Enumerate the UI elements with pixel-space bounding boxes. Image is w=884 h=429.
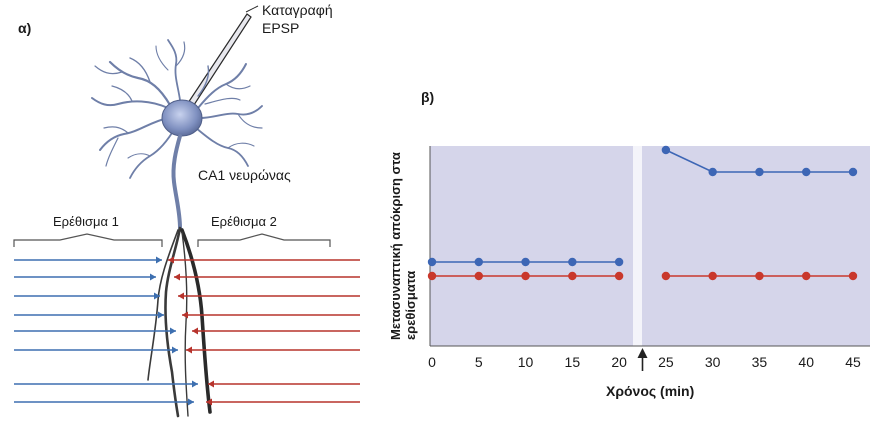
x-tick-label: 0 <box>428 354 436 370</box>
pathway1-synapse <box>150 273 156 281</box>
pathway1-synapse <box>192 380 198 388</box>
x-tick-label: 25 <box>658 354 674 370</box>
series-2-point <box>802 271 811 281</box>
y-axis-title-line1: Μετασυναπτική απόκριση στα <box>388 152 403 340</box>
neuron-label: CA1 νευρώνας <box>198 167 291 183</box>
series-2-point <box>568 271 577 281</box>
series-2-point <box>521 271 530 281</box>
stimulation-pathways <box>14 256 360 406</box>
series-1-point <box>568 257 577 267</box>
pathway2-synapse <box>182 311 188 319</box>
series-1-point <box>661 145 671 155</box>
pathway1-synapse <box>158 311 164 319</box>
pathway1-synapse <box>170 327 176 335</box>
pathway1-synapse <box>156 256 162 264</box>
pathway1-synapse <box>154 292 160 300</box>
series-layer <box>427 145 858 281</box>
dendrites <box>91 39 263 179</box>
pathway2-synapse <box>192 327 198 335</box>
pathway2-synapse <box>178 292 184 300</box>
x-tick-label: 5 <box>475 354 483 370</box>
series-1-point <box>848 167 858 177</box>
pathway2-synapse <box>206 398 212 406</box>
tick-layer: 0 5 10 15 20 25 30 35 40 45 <box>428 354 861 370</box>
series-2-point <box>848 271 858 281</box>
time-break-divider <box>633 146 642 346</box>
series-2-point <box>614 271 624 281</box>
x-tick-label: 30 <box>705 354 721 370</box>
series-1-point <box>474 257 483 267</box>
series-1-point <box>614 257 624 267</box>
pathway2-synapse <box>186 346 192 354</box>
x-tick-label: 45 <box>845 354 861 370</box>
x-tick-label: 10 <box>518 354 534 370</box>
series-2-point <box>474 271 483 281</box>
series-1-point <box>802 167 811 177</box>
series-1-point <box>521 257 530 267</box>
stimulation-arrow <box>637 348 648 371</box>
series-2-point <box>708 271 717 281</box>
plot-area <box>430 146 870 346</box>
pathway2-synapse <box>208 380 214 388</box>
series-2-point <box>661 271 671 281</box>
recording-label-line2: EPSP <box>262 20 300 36</box>
panel-a-label: α) <box>18 20 32 36</box>
panel-b-label: β) <box>421 89 435 105</box>
y-axis-title: Μετασυναπτική απόκριση στα ερεθίσματα <box>388 120 418 340</box>
x-tick-label: 20 <box>611 354 627 370</box>
pathway1-synapse <box>188 398 194 406</box>
y-axis-title-line2: ερεθίσματα <box>403 270 418 340</box>
recording-label-line1: Καταγραφή <box>262 2 333 18</box>
stimulus-brackets <box>13 233 331 247</box>
x-tick-label: 40 <box>798 354 814 370</box>
series-2-point <box>755 271 764 281</box>
pathway2-synapse <box>174 273 180 281</box>
stimulus-1-label: Ερέθισμα 1 <box>53 214 119 229</box>
pathway1-synapse <box>172 346 178 354</box>
series-1-point <box>755 167 764 177</box>
x-tick-label: 35 <box>752 354 768 370</box>
x-tick-label: 15 <box>565 354 581 370</box>
pathway2-synapse <box>168 256 174 264</box>
stimulus-2-label: Ερέθισμα 2 <box>211 214 277 229</box>
series-2-point <box>427 271 437 281</box>
x-axis-title: Χρόνος (min) <box>606 383 695 399</box>
series-1-point <box>427 257 437 267</box>
series-1-point <box>708 167 717 177</box>
